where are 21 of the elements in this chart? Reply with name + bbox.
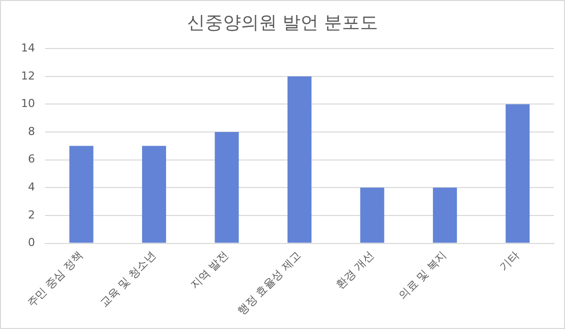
y-tick-label: 14 [20,41,35,54]
bar [432,188,457,243]
x-tick-label: 주민 중심 정책 [24,248,86,310]
x-tick-label: 지역 발전 [188,248,231,292]
y-tick-label: 8 [28,124,35,138]
y-tick-label: 0 [28,236,35,250]
y-tick-label: 12 [20,69,35,82]
bar [69,146,94,243]
bar [506,104,530,243]
y-tick-label: 4 [28,180,35,194]
bar [360,188,384,243]
x-tick-label: 의료 및 복지 [396,248,450,302]
bar [288,76,312,243]
bar [142,146,166,243]
y-tick-label: 10 [20,97,35,110]
x-tick-label: 기타 [497,248,522,274]
y-tick-label: 6 [28,152,35,166]
y-tick-label: 2 [28,208,35,222]
bar [214,132,239,243]
chart-title: 신중양의원 발언 분포도 [186,12,378,34]
x-tick-label: 환경 개선 [334,248,376,292]
